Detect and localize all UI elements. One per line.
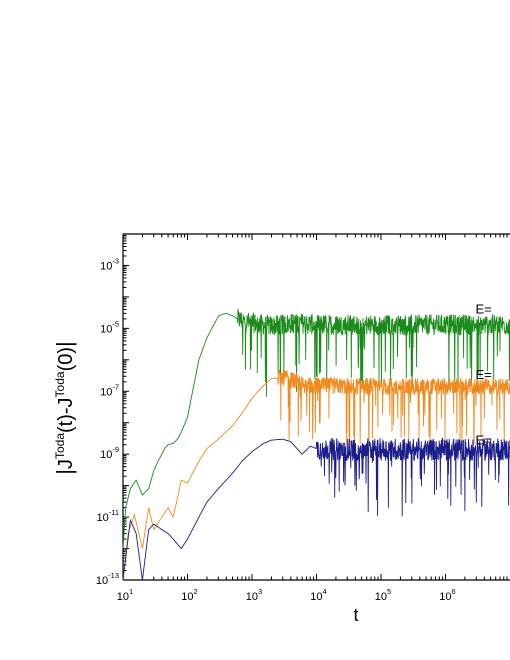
y-tick-label: 10-9 bbox=[100, 445, 119, 461]
y-tick-label: 10-11 bbox=[96, 508, 119, 524]
y-tick-label: 10-5 bbox=[100, 319, 119, 335]
y-tick-label: 10-3 bbox=[100, 256, 119, 272]
y-tick-label: 10-13 bbox=[96, 571, 119, 587]
y-axis-title-bar-right: | bbox=[52, 341, 77, 347]
y-axis-title-j2: J bbox=[55, 397, 77, 407]
y-axis-title-end: (0) bbox=[55, 347, 77, 371]
y-tick-label: 10-7 bbox=[100, 382, 119, 398]
axes-frame bbox=[122, 233, 510, 581]
y-axis-title-bar-left: | bbox=[52, 469, 77, 475]
series-label-2: E= bbox=[476, 367, 492, 382]
x-axis-title: t bbox=[353, 605, 358, 625]
x-tick-label: 104 bbox=[310, 587, 326, 603]
series-label-3: E= bbox=[476, 433, 492, 448]
x-tick-label: 103 bbox=[246, 587, 262, 603]
x-tick-label: 101 bbox=[117, 587, 133, 603]
y-axis-title: |JToda(t)-JToda(0)| bbox=[52, 341, 77, 475]
y-axis-title-sup1: Toda bbox=[53, 433, 67, 459]
series-line-2 bbox=[122, 368, 510, 581]
series-labels: E= E= E= bbox=[476, 301, 492, 447]
x-tick-label: 106 bbox=[439, 587, 455, 603]
series-line-3 bbox=[122, 437, 510, 581]
series-layer bbox=[122, 308, 510, 581]
series-label-1: E= bbox=[476, 301, 492, 316]
x-tick-label: 102 bbox=[181, 587, 197, 603]
y-axis-title-sup2: Toda bbox=[53, 371, 67, 397]
series-line-1 bbox=[122, 308, 510, 549]
tick-labels: 101 102 103 104 105 106 10-13 10-11 10-9 10-7 10-5… bbox=[96, 256, 456, 603]
y-axis-title-j1: J bbox=[55, 459, 77, 469]
x-tick-label: 105 bbox=[375, 587, 391, 603]
y-axis-title-mid: (t)- bbox=[55, 407, 77, 433]
